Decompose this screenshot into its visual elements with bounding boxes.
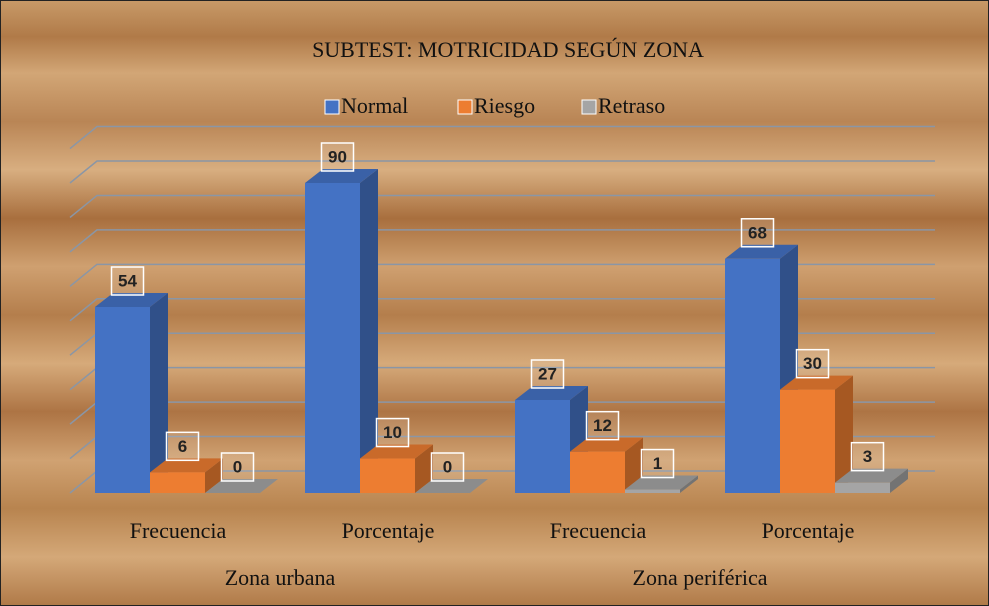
value-label-box bbox=[530, 359, 565, 389]
bar-group bbox=[205, 479, 278, 493]
bar-group bbox=[780, 375, 853, 493]
grid-line bbox=[69, 194, 935, 219]
value-label-box bbox=[320, 142, 355, 172]
chart-title: SUBTEST: MOTRICIDAD SEGÚN ZONA bbox=[312, 37, 704, 62]
value-label: 0 bbox=[443, 457, 452, 476]
value-label: 90 bbox=[328, 147, 347, 166]
bar-group bbox=[360, 444, 433, 493]
bar-side bbox=[890, 468, 908, 493]
x-tick-label: Frecuencia bbox=[550, 518, 647, 543]
bar-group bbox=[625, 475, 698, 493]
bar-top bbox=[205, 479, 278, 493]
bar-top bbox=[725, 244, 798, 259]
bar-top bbox=[515, 386, 588, 400]
value-label: 1 bbox=[653, 454, 662, 473]
value-label: 0 bbox=[233, 457, 242, 476]
legend-swatch bbox=[324, 99, 340, 115]
bar-group bbox=[150, 458, 223, 493]
bar-top bbox=[415, 479, 488, 493]
value-label-box bbox=[640, 448, 675, 479]
grid-line bbox=[69, 160, 935, 184]
value-label: 6 bbox=[178, 437, 187, 456]
value-label-box bbox=[165, 431, 200, 462]
legend-label: Riesgo bbox=[474, 93, 535, 118]
grid-line bbox=[69, 263, 935, 287]
bar bbox=[625, 489, 680, 493]
value-label-box bbox=[585, 410, 620, 441]
group-label: Zona periférica bbox=[633, 565, 768, 590]
value-label-box bbox=[375, 417, 410, 448]
value-label: 27 bbox=[538, 364, 557, 383]
bar-side bbox=[150, 293, 168, 493]
bar-top bbox=[625, 475, 698, 490]
bar-group bbox=[305, 169, 378, 493]
bar bbox=[725, 258, 780, 493]
legend-label: Normal bbox=[341, 93, 408, 118]
bar bbox=[150, 472, 205, 493]
bar bbox=[95, 307, 150, 493]
value-label: 3 bbox=[863, 447, 872, 466]
bar bbox=[780, 389, 835, 493]
value-label: 68 bbox=[748, 223, 767, 242]
legend-swatch bbox=[457, 99, 473, 115]
bar-side bbox=[360, 169, 378, 493]
bar-group bbox=[95, 293, 168, 493]
value-label: 12 bbox=[593, 416, 612, 435]
bar-side bbox=[415, 444, 433, 493]
bar-side bbox=[835, 375, 853, 493]
bar bbox=[515, 400, 570, 493]
bar-top bbox=[570, 437, 643, 452]
x-tick-label: Porcentaje bbox=[342, 518, 435, 543]
bar-top bbox=[150, 458, 223, 473]
legend-swatch bbox=[581, 99, 597, 115]
value-label-box bbox=[110, 266, 145, 296]
value-label: 54 bbox=[118, 271, 137, 290]
bar bbox=[360, 458, 415, 493]
bar-top bbox=[360, 444, 433, 459]
group-label: Zona urbana bbox=[225, 565, 336, 590]
bar bbox=[305, 183, 360, 493]
value-label-box bbox=[795, 348, 830, 379]
x-tick-label: Frecuencia bbox=[130, 518, 227, 543]
bar-group bbox=[835, 468, 908, 493]
grid-line bbox=[69, 125, 935, 150]
bar-top bbox=[95, 293, 168, 307]
value-label-box bbox=[430, 452, 465, 482]
grid-line bbox=[69, 229, 935, 253]
legend-label: Retraso bbox=[598, 93, 665, 118]
bar-top bbox=[305, 169, 378, 183]
x-tick-label: Porcentaje bbox=[762, 518, 855, 543]
bar bbox=[835, 482, 890, 493]
grid-line bbox=[69, 298, 935, 322]
bar-group bbox=[515, 386, 588, 493]
value-label: 10 bbox=[383, 423, 402, 442]
bar-side bbox=[205, 458, 223, 493]
value-label-box bbox=[740, 218, 775, 248]
value-label-box bbox=[220, 452, 255, 482]
value-label: 30 bbox=[803, 354, 822, 373]
bar bbox=[570, 451, 625, 493]
bar-top bbox=[780, 375, 853, 390]
bar-side bbox=[680, 475, 698, 493]
bar-group bbox=[570, 437, 643, 493]
bar-top bbox=[835, 468, 908, 483]
value-label-box bbox=[850, 441, 885, 472]
bar-group bbox=[415, 479, 488, 493]
